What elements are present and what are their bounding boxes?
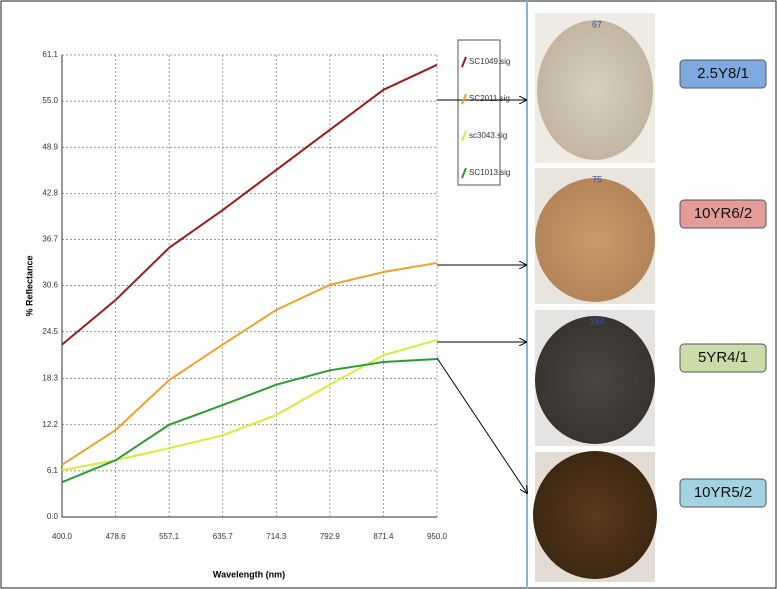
series-line: [62, 65, 437, 345]
x-axis-title: Wavelength (nm): [213, 569, 285, 579]
chart: Wavelength (nm) % Reflectance 0.0 6.1 12.2…: [0, 0, 777, 589]
sample-label: 5YR4/1: [698, 349, 748, 366]
series-line: [62, 263, 437, 465]
soil-sample: [533, 451, 657, 579]
y-tick-label: 0.0: [47, 512, 59, 521]
y-tick-label: 24.5: [42, 327, 58, 336]
arrow: [437, 358, 527, 493]
y-tick-label: 12.2: [42, 420, 58, 429]
photo-tag: 67: [592, 19, 602, 29]
frame: [1, 1, 776, 588]
y-tick-label: 48.9: [42, 142, 58, 151]
x-tick-label: 557.1: [159, 532, 180, 541]
soil-sample: [535, 178, 655, 302]
x-tick-label: 400.0: [52, 532, 73, 541]
x-tick-label: 714.3: [266, 532, 287, 541]
sample-label: 10YR5/2: [694, 484, 752, 501]
y-tick-label: 61.1: [42, 50, 58, 59]
y-tick-label: 55.0: [42, 96, 58, 105]
legend-label: SC1049.sig: [469, 57, 510, 66]
x-tick-label: 635.7: [213, 532, 234, 541]
legend-label: SC1013.sig: [469, 168, 510, 177]
x-tick-label: 478.6: [106, 532, 127, 541]
y-tick-label: 36.7: [42, 235, 58, 244]
legend-label: sc3043.sig: [469, 131, 507, 140]
x-tick-label: 871.4: [373, 532, 394, 541]
series-line: [62, 340, 437, 470]
y-tick-label: 6.1: [47, 466, 59, 475]
y-tick-label: 30.6: [42, 281, 58, 290]
series-line: [62, 359, 437, 482]
y-tick-label: 42.8: [42, 188, 58, 197]
sample-label: 2.5Y8/1: [697, 65, 749, 82]
legend-label: SC2011.sig: [469, 94, 510, 103]
soil-sample: [537, 20, 653, 160]
photo-tag: 184: [589, 316, 604, 326]
y-axis-title: % Reflectance: [24, 255, 34, 316]
x-tick-label: 792.9: [320, 532, 341, 541]
photo-tag: 75: [592, 174, 602, 184]
sample-label: 10YR6/2: [694, 205, 752, 222]
photos: [533, 13, 657, 582]
figure: Wavelength (nm) % Reflectance 0.0 6.1 12.2…: [0, 0, 777, 589]
x-tick-label: 950.0: [427, 532, 448, 541]
y-tick-label: 18.3: [42, 374, 58, 383]
soil-sample: [535, 316, 655, 444]
